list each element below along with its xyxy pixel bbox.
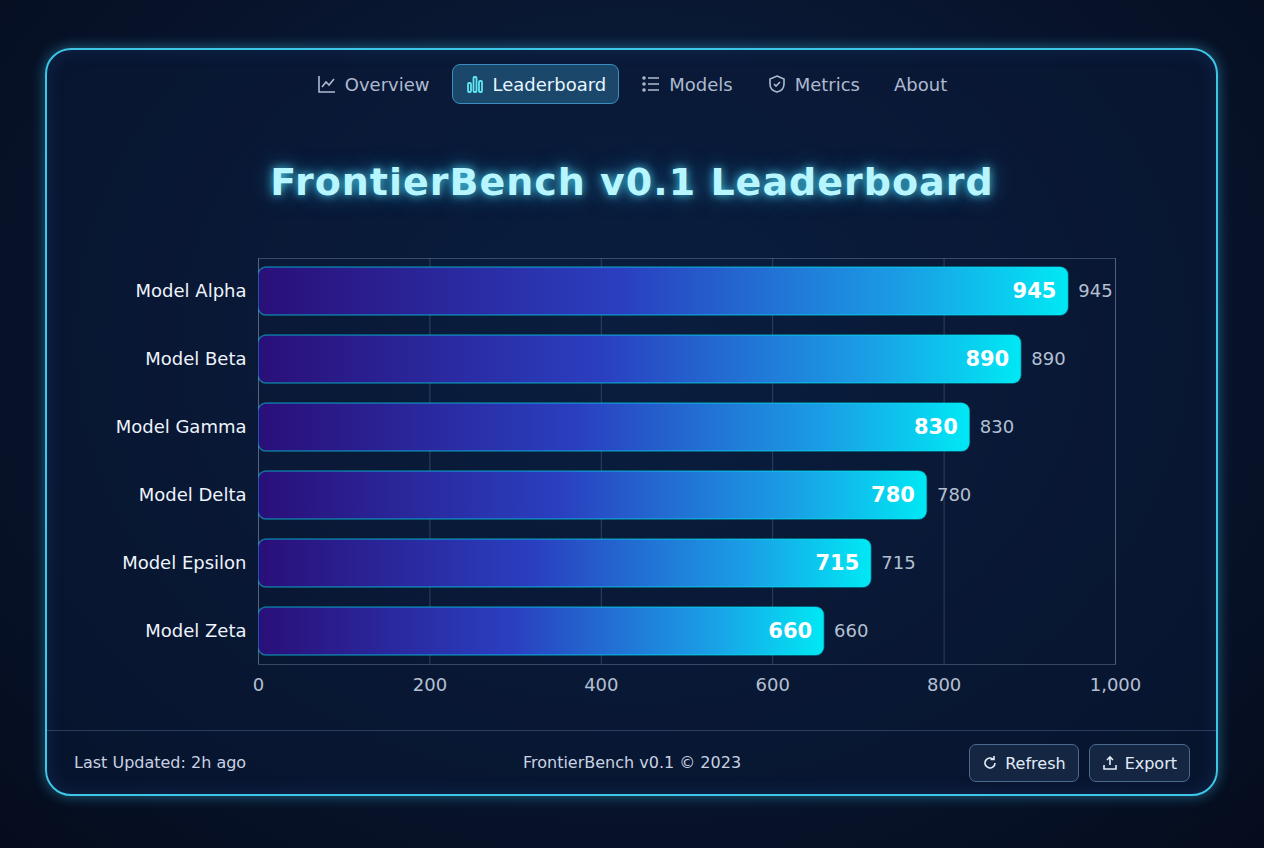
html-text:FrontierBench v0.1 Leaderboard: FrontierBench v0.1 Leaderboard: [270, 160, 994, 204]
html-text:Last Updated: 2h ago: Last Updated: 2h ago: [74, 753, 247, 772]
svg-text:830: 830: [980, 416, 1014, 437]
svg-text:945: 945: [1013, 279, 1057, 303]
svg-text:715: 715: [881, 552, 915, 573]
svg-text:780: 780: [871, 483, 915, 507]
html-text:Refresh: Refresh: [1005, 753, 1066, 773]
html-text:Models: Models: [669, 73, 733, 95]
svg-text:Model Epsilon: Model Epsilon: [122, 552, 246, 573]
svg-text:660: 660: [768, 619, 812, 643]
svg-text:Model Gamma: Model Gamma: [116, 416, 247, 437]
svg-text:800: 800: [927, 674, 961, 695]
html-text:FrontierBench v0.1 © 2023: FrontierBench v0.1 © 2023: [522, 753, 742, 772]
svg-text:945: 945: [1078, 280, 1112, 301]
html-text:Overview: Overview: [344, 73, 430, 95]
svg-text:890: 890: [1031, 348, 1065, 369]
svg-text:Model Zeta: Model Zeta: [145, 620, 246, 641]
svg-text:780: 780: [937, 484, 971, 505]
svg-text:1,000: 1,000: [1090, 674, 1142, 695]
svg-text:660: 660: [834, 620, 868, 641]
svg-text:715: 715: [815, 551, 859, 575]
svg-text:400: 400: [584, 674, 618, 695]
svg-text:Model Alpha: Model Alpha: [136, 280, 247, 301]
svg-text:830: 830: [914, 415, 958, 439]
svg-text:890: 890: [965, 347, 1009, 371]
svg-text:Model Beta: Model Beta: [145, 348, 246, 369]
html-text:Leaderboard: Leaderboard: [492, 73, 607, 95]
html-text:Export: Export: [1124, 753, 1177, 773]
html-text:Metrics: Metrics: [794, 73, 860, 95]
html-text:About: About: [894, 73, 948, 95]
svg-text:200: 200: [413, 674, 447, 695]
svg-text:0: 0: [253, 674, 264, 695]
svg-text:Model Delta: Model Delta: [139, 484, 247, 505]
svg-text:600: 600: [756, 674, 790, 695]
